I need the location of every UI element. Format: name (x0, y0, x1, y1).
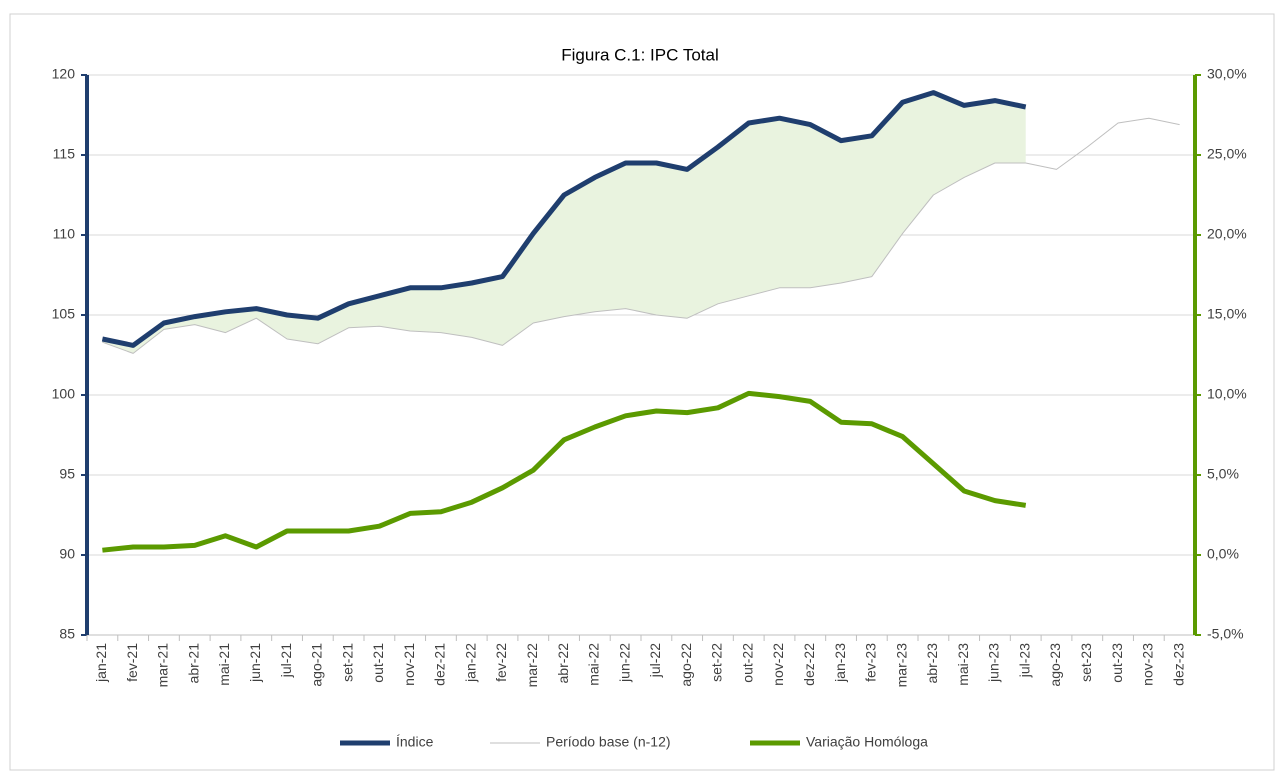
y-tick-label: 115 (53, 146, 76, 162)
x-tick-label: out-23 (1109, 643, 1125, 683)
x-tick-label: out-22 (739, 643, 755, 683)
x-tick-label: out-21 (370, 643, 386, 683)
y-tick-label: 105 (52, 306, 76, 322)
y-tick-label: 95 (59, 466, 75, 482)
x-tick-label: fev-21 (124, 643, 140, 682)
series-line (102, 390, 1027, 553)
series-line (101, 90, 1027, 348)
x-tick-label: dez-23 (1170, 643, 1186, 686)
chart-title: Figura C.1: IPC Total (561, 45, 718, 64)
y2-tick-label: -5,0% (1207, 626, 1244, 642)
x-tick-label: jun-22 (616, 643, 632, 683)
x-tick-label: mai-21 (216, 643, 232, 686)
y2-tick-label: 0,0% (1207, 546, 1239, 562)
x-tick-label: ago-21 (309, 643, 325, 687)
x-tick-label: jun-23 (986, 643, 1002, 683)
y-tick-label: 110 (53, 226, 76, 242)
y-tick-label: 120 (52, 66, 76, 82)
x-tick-label: mar-21 (155, 643, 171, 688)
x-tick-label: mai-23 (955, 643, 971, 686)
x-tick-label: nov-21 (401, 643, 417, 686)
x-tick-label: set-22 (709, 643, 725, 682)
x-tick-label: abr-22 (555, 643, 571, 684)
x-tick-label: mar-23 (893, 643, 909, 688)
x-tick-label: mar-22 (524, 643, 540, 688)
y-tick-label: 85 (59, 626, 75, 642)
x-tick-label: set-23 (1078, 643, 1094, 682)
x-tick-label: set-21 (339, 643, 355, 682)
x-tick-label: dez-21 (432, 643, 448, 686)
x-tick-label: jan-22 (462, 643, 478, 683)
series-line (102, 117, 1180, 354)
y-tick-label: 90 (59, 546, 75, 562)
x-tick-label: jan-23 (832, 643, 848, 683)
chart-border (9, 13, 1275, 771)
y2-tick-label: 5,0% (1207, 466, 1239, 482)
x-tick-label: abr-23 (924, 643, 940, 684)
x-tick-label: mai-22 (586, 643, 602, 686)
y2-tick-label: 10,0% (1207, 386, 1247, 402)
x-tick-label: jun-21 (247, 643, 263, 683)
y2-tick-label: 30,0% (1207, 66, 1247, 82)
y-tick-label: 100 (52, 386, 76, 402)
x-tick-label: ago-22 (678, 643, 694, 687)
y2-tick-label: 25,0% (1207, 146, 1247, 162)
legend-label: Variação Homóloga (806, 734, 928, 750)
x-tick-label: jul-21 (278, 643, 294, 678)
gap-area (102, 92, 1026, 354)
x-tick-label: ago-23 (1047, 643, 1063, 687)
x-tick-label: jul-23 (1016, 643, 1032, 678)
x-tick-label: jul-22 (647, 643, 663, 678)
legend-label: Período base (n-12) (546, 734, 671, 750)
x-tick-label: dez-22 (801, 643, 817, 686)
x-tick-label: abr-21 (185, 643, 201, 684)
y2-tick-label: 20,0% (1207, 226, 1247, 242)
x-tick-label: nov-22 (770, 643, 786, 686)
x-tick-label: fev-23 (863, 643, 879, 682)
x-tick-label: fev-22 (493, 643, 509, 682)
x-tick-label: jan-21 (93, 643, 109, 683)
y2-tick-label: 15,0% (1207, 306, 1247, 322)
x-tick-label: nov-23 (1140, 643, 1156, 686)
legend-label: Índice (396, 734, 434, 750)
